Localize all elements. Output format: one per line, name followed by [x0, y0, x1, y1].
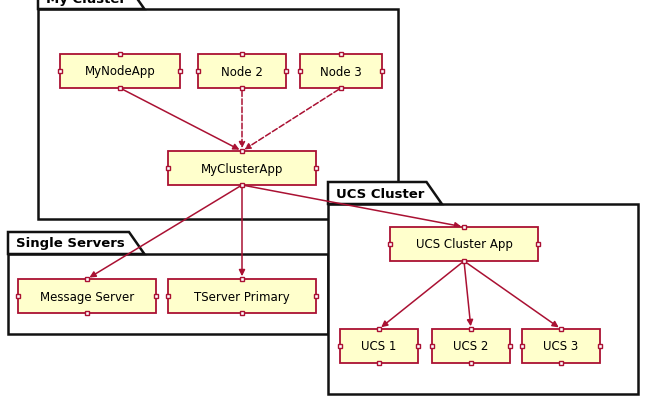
- Text: Message Server: Message Server: [40, 290, 134, 303]
- Bar: [85, 311, 89, 315]
- Text: UCS 3: UCS 3: [544, 339, 579, 353]
- Bar: [118, 87, 122, 91]
- Bar: [300, 55, 382, 89]
- Polygon shape: [8, 233, 145, 254]
- Bar: [338, 344, 342, 348]
- Bar: [339, 87, 343, 91]
- Text: Node 3: Node 3: [320, 65, 362, 78]
- Bar: [118, 53, 122, 57]
- Text: Node 2: Node 2: [221, 65, 263, 78]
- Bar: [38, 10, 398, 219]
- Bar: [314, 166, 318, 171]
- Text: My Cluster: My Cluster: [46, 0, 126, 5]
- Bar: [58, 70, 62, 74]
- Bar: [469, 361, 473, 365]
- Bar: [469, 327, 473, 331]
- Bar: [298, 70, 302, 74]
- Bar: [598, 344, 602, 348]
- Bar: [559, 361, 563, 365]
- Bar: [559, 327, 563, 331]
- Text: UCS Cluster App: UCS Cluster App: [415, 238, 512, 251]
- Bar: [168, 152, 316, 185]
- Text: UCS 1: UCS 1: [361, 339, 396, 353]
- Bar: [196, 70, 200, 74]
- Text: UCS 2: UCS 2: [453, 339, 489, 353]
- Bar: [154, 294, 158, 298]
- Bar: [508, 344, 512, 348]
- Bar: [8, 254, 328, 334]
- Text: UCS Cluster: UCS Cluster: [336, 187, 424, 200]
- Bar: [85, 277, 89, 281]
- Bar: [314, 294, 318, 298]
- Bar: [284, 70, 288, 74]
- Polygon shape: [38, 0, 145, 10]
- Text: Single Servers: Single Servers: [16, 237, 125, 250]
- Bar: [416, 344, 420, 348]
- Bar: [388, 242, 392, 247]
- Bar: [16, 294, 20, 298]
- Bar: [240, 277, 244, 281]
- Bar: [240, 150, 244, 154]
- Bar: [380, 70, 384, 74]
- Bar: [522, 329, 600, 363]
- Bar: [520, 344, 524, 348]
- Bar: [18, 279, 156, 313]
- Text: MyClusterApp: MyClusterApp: [201, 162, 283, 175]
- Bar: [240, 53, 244, 57]
- Bar: [430, 344, 434, 348]
- Bar: [328, 204, 638, 394]
- Text: MyNodeApp: MyNodeApp: [85, 65, 156, 78]
- Bar: [166, 166, 170, 171]
- Bar: [240, 183, 244, 188]
- Bar: [178, 70, 182, 74]
- Bar: [240, 87, 244, 91]
- Bar: [168, 279, 316, 313]
- Text: TServer Primary: TServer Primary: [194, 290, 290, 303]
- Bar: [340, 329, 418, 363]
- Polygon shape: [328, 183, 442, 204]
- Bar: [60, 55, 180, 89]
- Bar: [390, 228, 538, 261]
- Bar: [462, 259, 466, 263]
- Bar: [198, 55, 286, 89]
- Bar: [339, 53, 343, 57]
- Bar: [462, 225, 466, 230]
- Bar: [377, 361, 381, 365]
- Bar: [536, 242, 540, 247]
- Bar: [432, 329, 510, 363]
- Bar: [240, 311, 244, 315]
- Bar: [377, 327, 381, 331]
- Bar: [166, 294, 170, 298]
